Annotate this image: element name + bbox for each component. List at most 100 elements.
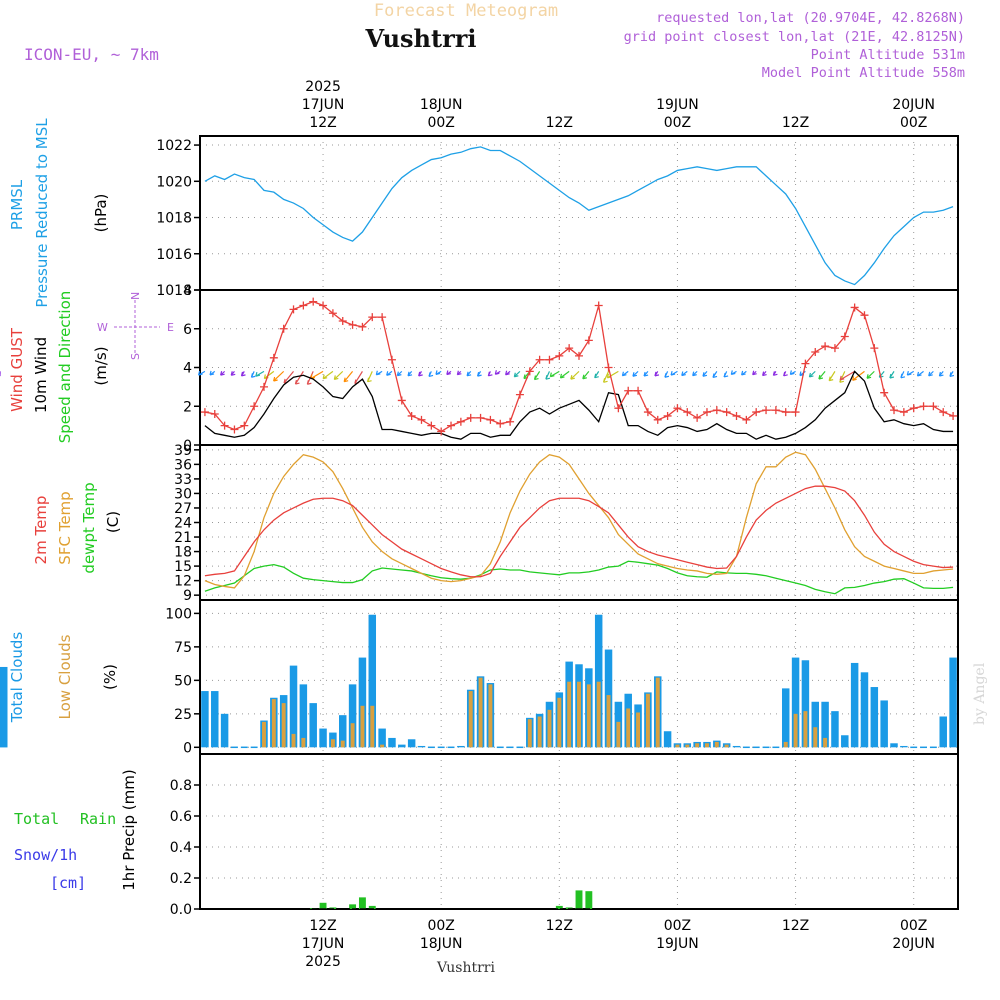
y-tick-label: 50: [174, 673, 192, 689]
wind-gust-line-point: [870, 344, 879, 353]
wind-10m-label: 10m Wind: [32, 337, 50, 413]
low-cloud-bar: [547, 709, 552, 748]
wind-gust-line-point: [220, 421, 229, 430]
wind-arrow-head: [533, 375, 539, 381]
wind-arrow-head: [570, 375, 575, 380]
wind-gust-line-point: [899, 408, 908, 417]
wind-gust-line-point: [643, 408, 652, 417]
wind-direction-arrow: [809, 370, 816, 378]
pressure-unit-label: (hPa): [92, 194, 110, 233]
wind-arrow-head: [818, 374, 824, 380]
wind-gust-line-point: [545, 355, 554, 364]
low-cloud-bar: [705, 743, 709, 748]
total-cloud-bar: [791, 657, 800, 748]
low-cloud-bar: [370, 705, 375, 748]
wind-arrow-head: [681, 371, 686, 377]
temp-sfc-label: SFC Temp: [56, 491, 74, 564]
wind-gust-line-point: [496, 419, 505, 428]
low-cloud-bar: [783, 741, 788, 748]
low-cloud-bar: [793, 713, 798, 748]
total-cloud-bar: [211, 691, 219, 748]
wind-arrow-head: [916, 371, 922, 377]
time-label-top: 00Z: [664, 115, 691, 131]
subtitle: Forecast Meteogram: [374, 1, 558, 21]
y-tick-label: 0.0: [170, 902, 192, 918]
low-cloud-bar: [330, 739, 335, 748]
wind-arrow-head: [808, 372, 814, 378]
y-tick-label: 0.8: [170, 778, 192, 794]
wind-arrow-head: [466, 371, 472, 377]
wind-arrow-head: [428, 372, 434, 377]
wind-arrow-head: [889, 373, 895, 379]
y-tick-label: 9: [183, 588, 192, 604]
time-label-bottom: 19JUN: [656, 936, 699, 952]
wind-gust-line-point: [594, 301, 603, 310]
wind-arrow-head: [487, 371, 493, 377]
time-label-top: 17JUN: [302, 97, 345, 113]
y-tick-label: 1022: [156, 138, 192, 154]
wind-gust-line-point: [259, 382, 268, 391]
total-cloud-bar: [949, 657, 957, 748]
wind-arrow-head: [343, 377, 349, 383]
wind-gust-line-point: [200, 408, 209, 417]
total-cloud-bar: [358, 657, 367, 748]
precip-panel: 0.0 0.2 0.4 0.6 0.8: [170, 753, 959, 918]
wind-direction-arrow: [283, 370, 294, 384]
y-tick-label: 75: [174, 640, 192, 656]
low-cloud-bar: [567, 681, 572, 748]
wind-direction-arrow: [818, 370, 826, 380]
y-tick-label: 21: [174, 530, 192, 546]
wind-direction-arrow: [294, 371, 304, 385]
wind-gust-line-point: [929, 402, 938, 411]
wind-arrow-head: [494, 370, 500, 375]
compass-west: W: [97, 321, 108, 334]
wind-gust-line-point: [811, 348, 820, 356]
total-cloud-bar: [850, 662, 859, 748]
wind-direction-arrow: [582, 370, 590, 380]
low-cloud-bar: [616, 721, 621, 748]
temp-2m-line: [204, 485, 954, 578]
wind-gust-line-point: [821, 342, 830, 351]
wind-arrow-head: [928, 371, 933, 377]
time-label-bottom: 20JUN: [892, 936, 935, 952]
wind-arrow-head: [477, 371, 482, 377]
wind-arrow-head: [366, 377, 372, 383]
time-label-top: 00Z: [427, 115, 454, 131]
snow-unit-label: [cm]: [50, 874, 86, 892]
wind-gust-line-point: [210, 410, 219, 418]
wind-arrow-head: [209, 370, 215, 376]
total-cloud-bar: [821, 701, 829, 748]
wind-gust-line-point: [289, 305, 298, 314]
wind-gust-line-point: [387, 355, 396, 364]
wind-gust-line-point: [378, 313, 387, 322]
total-cloud-bar: [732, 745, 741, 748]
wind-gust-line-point: [781, 408, 790, 417]
y-tick-label: 1016: [156, 247, 192, 263]
wind-arrow-head: [240, 371, 246, 377]
pressure-msl-label: Pressure Reduced to MSL: [33, 118, 51, 308]
total-cloud-bar: [319, 728, 327, 748]
total-cloud-bar: [309, 703, 317, 748]
wind-gust-line-point: [407, 411, 416, 420]
dewpoint-line: [204, 560, 954, 595]
wind-gust-line-point: [309, 297, 318, 306]
wind-gust-line-point: [722, 408, 731, 417]
wind-arrow-head: [752, 370, 757, 376]
wind-gust-line-point: [949, 411, 958, 420]
wind-arrow-head: [730, 370, 736, 376]
wind-gust-line-point: [338, 317, 347, 325]
low-cloud-bar: [350, 723, 355, 748]
wind-gust-line-point: [535, 355, 544, 364]
wind-gust-line-point: [850, 303, 859, 312]
wind-direction-arrow: [273, 370, 285, 382]
wind-arrow-head: [900, 373, 906, 379]
wind-arrow-head: [852, 376, 857, 381]
wind-arrow-head: [594, 373, 599, 379]
y-tick-label: 0: [183, 740, 192, 756]
low-cloud-bar: [557, 697, 562, 748]
y-tick-label: 27: [174, 501, 192, 517]
total-cloud-bar: [801, 660, 810, 748]
precip-unit-label: 1hr Precip (mm): [120, 769, 138, 890]
wind-gust-line-point: [673, 404, 682, 413]
